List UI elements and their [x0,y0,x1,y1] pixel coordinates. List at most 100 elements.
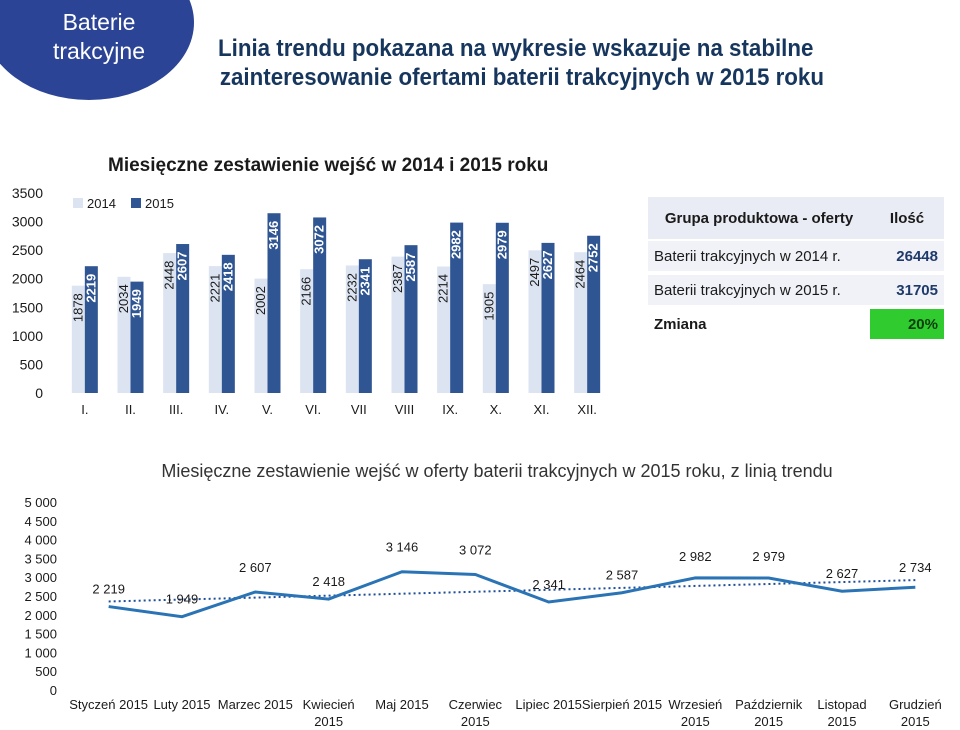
bar-2015 [267,213,281,393]
x-tick-label: 2015 [754,714,783,729]
y-tick-label: 0 [50,683,57,698]
table-change-value: 20% [870,309,944,339]
y-tick-label: 3 500 [24,551,57,566]
table-row-label: Baterii trakcyjnych w 2014 r. [648,241,870,271]
bar-2014-value-label: 1905 [481,292,496,321]
bar-2014 [437,266,451,393]
bar-2014 [208,266,222,393]
table-row-label: Baterii trakcyjnych w 2015 r. [648,275,870,305]
bar-2014 [163,253,177,393]
x-tick-label: Styczeń 2015 [69,697,148,712]
bar-2015 [221,254,235,393]
x-tick-label: IV. [214,402,229,417]
line-chart: Miesięczne zestawienie wejść w oferty ba… [24,461,942,729]
headline-line2: zainteresowanie ofertami baterii trakcyj… [219,64,824,91]
legend-2014-swatch [73,198,83,208]
legend-2015-label: 2015 [145,196,174,211]
bar-2014-value-label: 2166 [299,277,314,306]
bar-2014-value-label: 2497 [527,258,542,287]
point-value-label: 2 341 [532,577,565,592]
table-row-label: Zmiana [648,309,870,339]
badge-title: Baterie trakcyjne [24,8,174,66]
bar-chart-title: Miesięczne zestawienie wejść w 2014 i 20… [108,155,548,176]
bar-2014 [71,285,85,393]
x-tick-label: Październik [735,697,803,712]
bar-chart: Miesięczne zestawienie wejść w 2014 i 20… [12,155,601,417]
y-tick-label: 3500 [12,185,43,201]
x-tick-label: XII. [577,402,597,417]
bar-2015-value-label: 2607 [175,252,190,281]
bar-2015 [130,281,144,393]
bar-2014 [391,256,405,393]
bar-2015 [404,245,418,393]
x-tick-label: Lipiec 2015 [515,697,582,712]
line-chart-title: Miesięczne zestawienie wejść w oferty ba… [161,461,832,481]
x-tick-label: 2015 [461,714,490,729]
legend-2015-swatch [131,198,141,208]
x-tick-label: I. [81,402,88,417]
y-tick-label: 2500 [12,242,43,258]
x-tick-label: V. [262,402,273,417]
bar-2015-value-label: 2979 [494,230,509,259]
x-tick-label: Sierpień 2015 [582,697,662,712]
bar-2015 [541,242,555,393]
point-value-label: 2 979 [752,549,785,564]
x-tick-label: IX. [442,402,458,417]
bar-2014 [528,250,542,393]
bar-2014-value-label: 2387 [390,264,405,293]
y-tick-label: 500 [35,664,57,679]
bar-2015-value-label: 2418 [220,262,235,291]
headline: Linia trendu pokazana na wykresie wskazu… [218,34,888,92]
bar-2014-value-label: 2448 [162,261,177,290]
x-tick-label: Luty 2015 [153,697,210,712]
y-tick-label: 0 [35,385,43,401]
bar-2015 [450,222,464,393]
x-tick-label: 2015 [681,714,710,729]
point-value-label: 2 734 [899,560,932,575]
bar-2015 [313,217,327,393]
x-tick-label: 2015 [314,714,343,729]
bar-2014-value-label: 2221 [207,274,222,303]
y-tick-label: 4 500 [24,514,57,529]
table-header-product: Grupa produktowa - oferty [648,197,870,239]
point-value-label: 3 072 [459,542,492,557]
point-value-label: 1 949 [166,592,199,607]
bar-2015-value-label: 2627 [540,250,555,279]
x-tick-label: 2015 [901,714,930,729]
bar-2014 [254,278,268,393]
bar-2014 [345,265,359,393]
headline-line1: Linia trendu pokazana na wykresie wskazu… [218,35,814,62]
bar-2014-value-label: 2002 [253,286,268,315]
y-tick-label: 3 000 [24,570,57,585]
point-value-label: 2 418 [312,574,345,589]
x-tick-label: Maj 2015 [375,697,428,712]
y-tick-label: 2 500 [24,589,57,604]
y-tick-label: 2000 [12,271,43,287]
x-tick-label: Czerwiec [449,697,503,712]
x-tick-label: Grudzień [889,697,942,712]
x-tick-label: Kwiecień [303,697,355,712]
badge-title-line1: Baterie [62,9,136,35]
bar-2014 [574,252,588,393]
table-header-row: Grupa produktowa - oferty Ilość [648,197,944,239]
table-row-value: 26448 [870,241,944,271]
badge-title-line2: trakcyjne [52,38,146,64]
bar-2014 [300,269,314,393]
x-tick-label: Listopad [817,697,866,712]
bar-2015-value-label: 2219 [83,274,98,303]
series-line [108,570,916,619]
y-tick-label: 2 000 [24,608,57,623]
bar-2015 [176,244,190,393]
bar-2014-value-label: 2464 [573,260,588,289]
point-value-label: 2 587 [606,568,639,583]
y-tick-label: 500 [20,356,44,372]
x-tick-label: 2015 [828,714,857,729]
table-header-count: Ilość [870,197,944,239]
x-tick-label: VIII [395,402,415,417]
y-tick-label: 3000 [12,214,43,230]
y-tick-label: 1 500 [24,627,57,642]
y-tick-label: 1 000 [24,645,57,660]
bar-2015 [358,259,372,393]
table-row-value: 31705 [870,275,944,305]
bar-2015-value-label: 1949 [129,289,144,318]
